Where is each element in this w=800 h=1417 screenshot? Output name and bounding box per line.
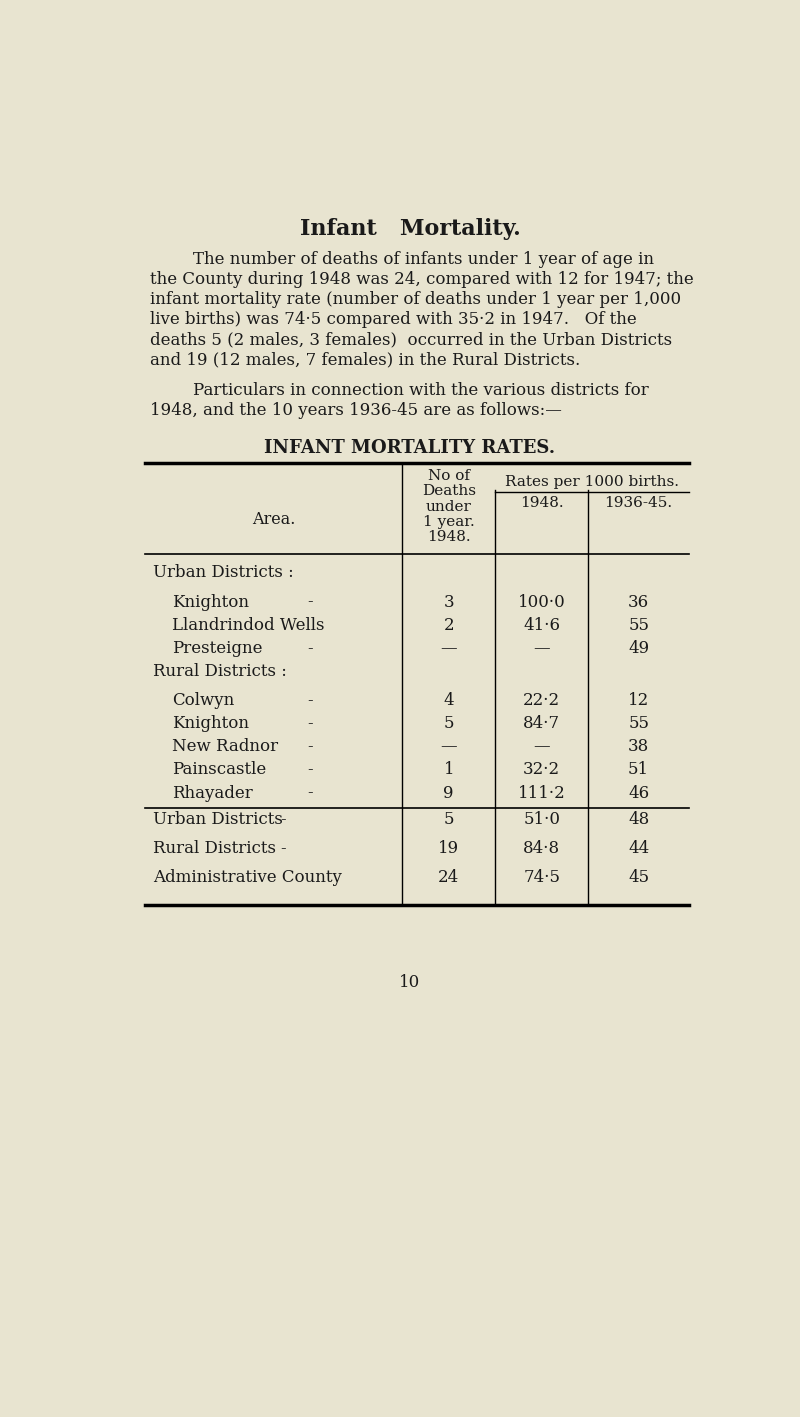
Text: the County during 1948 was 24, compared with 12 for 1947; the: the County during 1948 was 24, compared …: [150, 271, 694, 288]
Text: Particulars in connection with the various districts for: Particulars in connection with the vario…: [193, 381, 649, 398]
Text: -: -: [281, 811, 286, 828]
Text: New Radnor: New Radnor: [172, 738, 278, 755]
Text: 55: 55: [628, 616, 649, 633]
Text: Deaths: Deaths: [422, 485, 476, 499]
Text: 12: 12: [628, 691, 650, 708]
Text: 41·6: 41·6: [523, 616, 560, 633]
Text: Administrative County: Administrative County: [153, 869, 342, 886]
Text: 44: 44: [628, 840, 650, 857]
Text: 4: 4: [443, 691, 454, 708]
Text: Painscastle: Painscastle: [172, 761, 266, 778]
Text: 1948.: 1948.: [520, 496, 563, 510]
Text: Presteigne: Presteigne: [172, 639, 262, 656]
Text: 9: 9: [443, 785, 454, 802]
Text: Urban Districts: Urban Districts: [153, 811, 282, 828]
Text: -: -: [308, 738, 314, 755]
Text: 84·7: 84·7: [523, 716, 560, 733]
Text: -: -: [308, 691, 314, 708]
Text: 55: 55: [628, 716, 649, 733]
Text: 51: 51: [628, 761, 649, 778]
Text: -: -: [308, 761, 314, 778]
Text: infant mortality rate (number of deaths under 1 year per 1,000: infant mortality rate (number of deaths …: [150, 290, 682, 307]
Text: Rhayader: Rhayader: [172, 785, 253, 802]
Text: 46: 46: [628, 785, 649, 802]
Text: Colwyn: Colwyn: [172, 691, 234, 708]
Text: The number of deaths of infants under 1 year of age in: The number of deaths of infants under 1 …: [193, 251, 654, 268]
Text: under: under: [426, 500, 472, 513]
Text: 84·8: 84·8: [523, 840, 560, 857]
Text: 1 year.: 1 year.: [423, 514, 474, 529]
Text: Rates per 1000 births.: Rates per 1000 births.: [505, 475, 679, 489]
Text: 5: 5: [443, 716, 454, 733]
Text: 24: 24: [438, 869, 459, 886]
Text: 1936-45.: 1936-45.: [605, 496, 673, 510]
Text: -: -: [308, 716, 314, 733]
Text: 19: 19: [438, 840, 459, 857]
Text: 74·5: 74·5: [523, 869, 560, 886]
Text: —: —: [441, 738, 457, 755]
Text: Urban Districts :: Urban Districts :: [153, 564, 294, 581]
Text: Llandrindod Wells: Llandrindod Wells: [172, 616, 325, 633]
Text: 36: 36: [628, 594, 649, 611]
Text: -: -: [308, 594, 314, 611]
Text: 3: 3: [443, 594, 454, 611]
Text: and 19 (12 males, 7 females) in the Rural Districts.: and 19 (12 males, 7 females) in the Rura…: [150, 351, 581, 368]
Text: deaths 5 (2 males, 3 females)  occurred in the Urban Districts: deaths 5 (2 males, 3 females) occurred i…: [150, 332, 673, 349]
Text: 51·0: 51·0: [523, 811, 560, 828]
Text: INFANT MORTALITY RATES.: INFANT MORTALITY RATES.: [265, 439, 555, 456]
Text: -: -: [308, 785, 314, 802]
Text: 48: 48: [628, 811, 650, 828]
Text: -: -: [281, 840, 286, 857]
Text: 32·2: 32·2: [523, 761, 560, 778]
Text: 1: 1: [443, 761, 454, 778]
Text: —: —: [441, 639, 457, 656]
Text: 111·2: 111·2: [518, 785, 566, 802]
Text: Infant   Mortality.: Infant Mortality.: [300, 218, 520, 239]
Text: No of: No of: [428, 469, 470, 483]
Text: 45: 45: [628, 869, 649, 886]
Text: 38: 38: [628, 738, 650, 755]
Text: 5: 5: [443, 811, 454, 828]
Text: Knighton: Knighton: [172, 716, 249, 733]
Text: Area.: Area.: [252, 512, 295, 529]
Text: Rural Districts :: Rural Districts :: [153, 663, 286, 680]
Text: 49: 49: [628, 639, 649, 656]
Text: —: —: [534, 738, 550, 755]
Text: -: -: [308, 639, 314, 656]
Text: 1948, and the 10 years 1936-45 are as follows:—: 1948, and the 10 years 1936-45 are as fo…: [150, 402, 562, 419]
Text: 100·0: 100·0: [518, 594, 566, 611]
Text: Knighton: Knighton: [172, 594, 249, 611]
Text: 2: 2: [443, 616, 454, 633]
Text: Rural Districts: Rural Districts: [153, 840, 276, 857]
Text: —: —: [534, 639, 550, 656]
Text: live births) was 74·5 compared with 35·2 in 1947.   Of the: live births) was 74·5 compared with 35·2…: [150, 310, 637, 327]
Text: 10: 10: [399, 973, 421, 990]
Text: 1948.: 1948.: [427, 530, 470, 544]
Text: 22·2: 22·2: [523, 691, 560, 708]
